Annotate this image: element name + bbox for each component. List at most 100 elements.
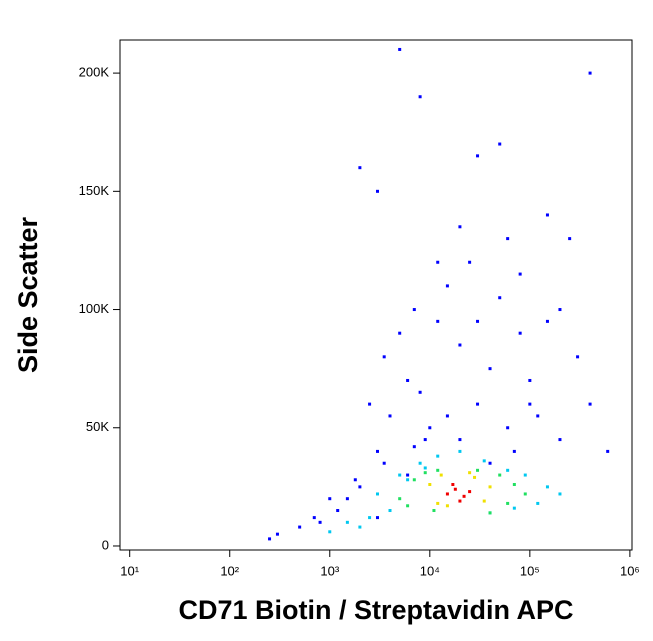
event-dot bbox=[358, 525, 362, 529]
event-dot bbox=[336, 509, 340, 513]
event-dot bbox=[436, 319, 440, 323]
event-dot bbox=[406, 504, 410, 508]
event-dot bbox=[506, 426, 510, 430]
x-tick-label: 10¹ bbox=[120, 563, 139, 578]
event-dot bbox=[536, 414, 540, 418]
event-dot bbox=[588, 71, 592, 75]
event-dot bbox=[418, 95, 422, 99]
event-dot bbox=[358, 485, 362, 489]
event-dot bbox=[412, 478, 416, 482]
event-dot bbox=[406, 473, 410, 477]
plot-frame bbox=[119, 39, 633, 551]
event-dot bbox=[498, 473, 502, 477]
event-dot bbox=[436, 468, 440, 472]
event-dot bbox=[518, 331, 522, 335]
event-dot bbox=[498, 142, 502, 146]
event-dot bbox=[318, 520, 322, 524]
event-dot bbox=[345, 520, 349, 524]
event-dot bbox=[458, 225, 462, 229]
event-dot bbox=[388, 509, 392, 513]
y-tick-label: 150K bbox=[79, 183, 110, 198]
event-dot bbox=[432, 509, 436, 513]
event-dot bbox=[545, 319, 549, 323]
event-dot bbox=[418, 461, 422, 465]
event-dot bbox=[468, 260, 472, 264]
event-dot bbox=[412, 445, 416, 449]
event-dot bbox=[368, 516, 372, 520]
event-dot bbox=[445, 504, 449, 508]
y-tick-label: 50K bbox=[86, 419, 109, 434]
event-dot bbox=[512, 449, 516, 453]
event-dot bbox=[436, 501, 440, 505]
x-tick-label: 10³ bbox=[320, 563, 339, 578]
event-dot bbox=[423, 471, 427, 475]
event-dot bbox=[428, 483, 432, 487]
event-dot bbox=[518, 272, 522, 276]
event-dot bbox=[375, 189, 379, 193]
event-dot bbox=[268, 537, 272, 541]
event-dot bbox=[398, 497, 402, 501]
event-dot bbox=[406, 378, 410, 382]
event-dot bbox=[439, 473, 443, 477]
event-dot bbox=[388, 414, 392, 418]
event-dot bbox=[358, 166, 362, 170]
event-dot bbox=[428, 426, 432, 430]
event-dot bbox=[506, 501, 510, 505]
event-dot bbox=[453, 487, 457, 491]
event-dot bbox=[436, 454, 440, 458]
event-dot bbox=[398, 47, 402, 51]
event-dot bbox=[545, 213, 549, 217]
event-dot bbox=[488, 461, 492, 465]
event-dot bbox=[558, 438, 562, 442]
x-tick-label: 10⁶ bbox=[620, 563, 640, 578]
event-dot bbox=[462, 494, 466, 498]
event-dot bbox=[506, 237, 510, 241]
event-dot bbox=[312, 516, 316, 520]
event-dot bbox=[345, 497, 349, 501]
event-dot bbox=[458, 449, 462, 453]
event-dot bbox=[512, 483, 516, 487]
event-dot bbox=[328, 497, 332, 501]
event-dot bbox=[528, 402, 532, 406]
event-dot bbox=[468, 471, 472, 475]
event-dot bbox=[406, 478, 410, 482]
event-dot bbox=[523, 492, 527, 496]
event-dot bbox=[418, 390, 422, 394]
event-dot bbox=[558, 492, 562, 496]
event-dot bbox=[382, 461, 386, 465]
event-dot bbox=[468, 490, 472, 494]
event-dot bbox=[482, 499, 486, 503]
y-axis-title: Side Scatter bbox=[13, 216, 43, 373]
event-dot bbox=[412, 308, 416, 312]
event-dot bbox=[445, 414, 449, 418]
event-dot bbox=[568, 237, 572, 241]
event-dot bbox=[488, 367, 492, 371]
event-dot bbox=[458, 343, 462, 347]
event-dot bbox=[476, 402, 480, 406]
event-dot bbox=[298, 525, 302, 529]
event-dot bbox=[445, 284, 449, 288]
event-dot bbox=[368, 402, 372, 406]
x-tick-label: 10⁴ bbox=[420, 563, 440, 578]
x-tick-label: 10⁵ bbox=[520, 563, 540, 578]
event-dot bbox=[523, 473, 527, 477]
event-dot bbox=[353, 478, 357, 482]
event-dot bbox=[606, 449, 610, 453]
event-dot bbox=[545, 485, 549, 489]
event-dot bbox=[423, 438, 427, 442]
event-dot bbox=[473, 475, 477, 479]
event-dot bbox=[488, 511, 492, 515]
event-dot bbox=[476, 154, 480, 158]
event-dot bbox=[445, 492, 449, 496]
event-dot bbox=[476, 468, 480, 472]
event-dot bbox=[451, 483, 455, 487]
event-dot bbox=[436, 260, 440, 264]
event-dot bbox=[512, 506, 516, 510]
event-dot bbox=[498, 296, 502, 300]
event-dot bbox=[382, 355, 386, 359]
x-axis-title: CD71 Biotin / Streptavidin APC bbox=[178, 595, 573, 625]
event-dot bbox=[482, 459, 486, 463]
event-dot bbox=[423, 466, 427, 470]
y-tick-label: 0 bbox=[102, 537, 109, 552]
